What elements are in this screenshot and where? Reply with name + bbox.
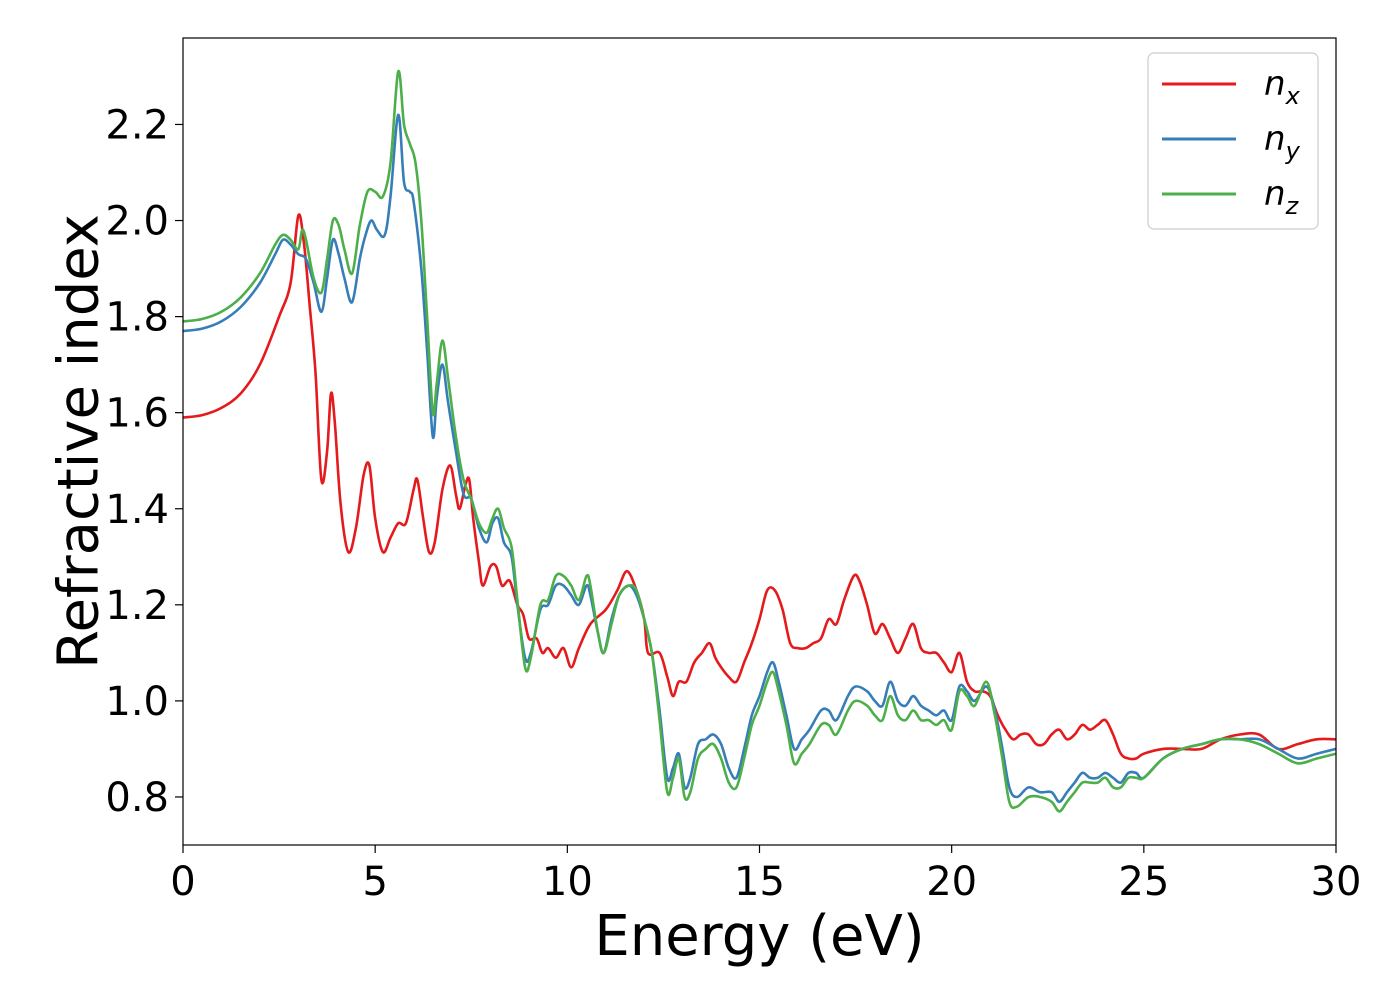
- x-tick-label: 20: [926, 859, 977, 905]
- y-tick-label: 1.8: [105, 295, 169, 341]
- x-tick-label: 30: [1311, 859, 1362, 905]
- y-tick-label: 0.8: [105, 775, 169, 821]
- x-axis-title: Energy (eV): [594, 904, 924, 969]
- x-tick-label: 5: [362, 859, 387, 905]
- legend-box: [1147, 52, 1319, 230]
- x-tick-label: 10: [542, 859, 593, 905]
- series-layer: [183, 70, 1336, 813]
- y-tick-label: 1.6: [105, 391, 169, 437]
- y-tick-label: 1.4: [105, 487, 169, 533]
- x-tick-label: 25: [1118, 859, 1169, 905]
- series-line-n-y: [183, 113, 1336, 804]
- series-line-n-z: [183, 70, 1336, 813]
- legend: nx ny nz: [1147, 52, 1319, 230]
- y-tick-label: 2.2: [105, 102, 169, 148]
- ticks-layer: 0 5 10 15 20 25 30 0.8 1.0 1.2 1.4 1.6 1.8 2.0 2.2: [105, 102, 1361, 905]
- y-tick-label: 1.0: [105, 679, 169, 725]
- legend-label-n-z: nz: [1264, 174, 1300, 220]
- x-tick-label: 15: [734, 859, 785, 905]
- series-line-n-x: [183, 213, 1336, 761]
- y-axis-title: Refractive index: [47, 214, 112, 669]
- legend-label-n-x: nx: [1264, 64, 1301, 110]
- y-tick-label: 1.2: [105, 583, 169, 629]
- y-tick-label: 2.0: [105, 199, 169, 245]
- legend-label-n-y: ny: [1264, 119, 1301, 165]
- x-tick-label: 0: [170, 859, 195, 905]
